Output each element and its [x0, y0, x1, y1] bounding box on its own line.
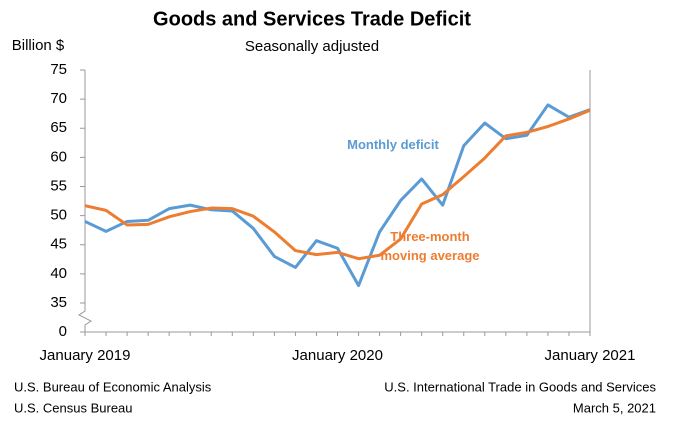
y-tick-label: 55 [50, 177, 67, 194]
source: U.S. Census Bureau [14, 400, 133, 415]
y-tick-label: 0 [59, 323, 67, 340]
y-tick-label: 60 [50, 148, 67, 165]
y-tick-label: 35 [50, 294, 67, 311]
series-label: Monthly deficit [347, 137, 439, 152]
source: U.S. International Trade in Goods and Se… [384, 379, 656, 394]
y-axis-label: Billion $ [12, 37, 65, 54]
y-tick-label: 50 [50, 207, 67, 224]
series-line [84, 108, 591, 261]
source: U.S. Bureau of Economic Analysis [14, 379, 212, 394]
y-tick-label: 45 [50, 236, 67, 253]
x-tick-label: January 2020 [292, 347, 383, 364]
y-axis [78, 70, 92, 332]
release-date: March 5, 2021 [573, 400, 656, 415]
series-line [84, 103, 591, 288]
y-tick-label: 70 [50, 90, 67, 107]
chart-title: Goods and Services Trade Deficit [153, 8, 471, 30]
y-tick-label: 40 [50, 265, 67, 282]
series-label: Three-month moving average [380, 229, 480, 263]
chart-subtitle: Seasonally adjusted [245, 38, 379, 55]
x-tick-label: January 2021 [545, 347, 636, 364]
y-tick-label: 75 [50, 61, 67, 78]
x-tick-label: January 2019 [40, 347, 131, 364]
y-tick-label: 65 [50, 119, 67, 136]
